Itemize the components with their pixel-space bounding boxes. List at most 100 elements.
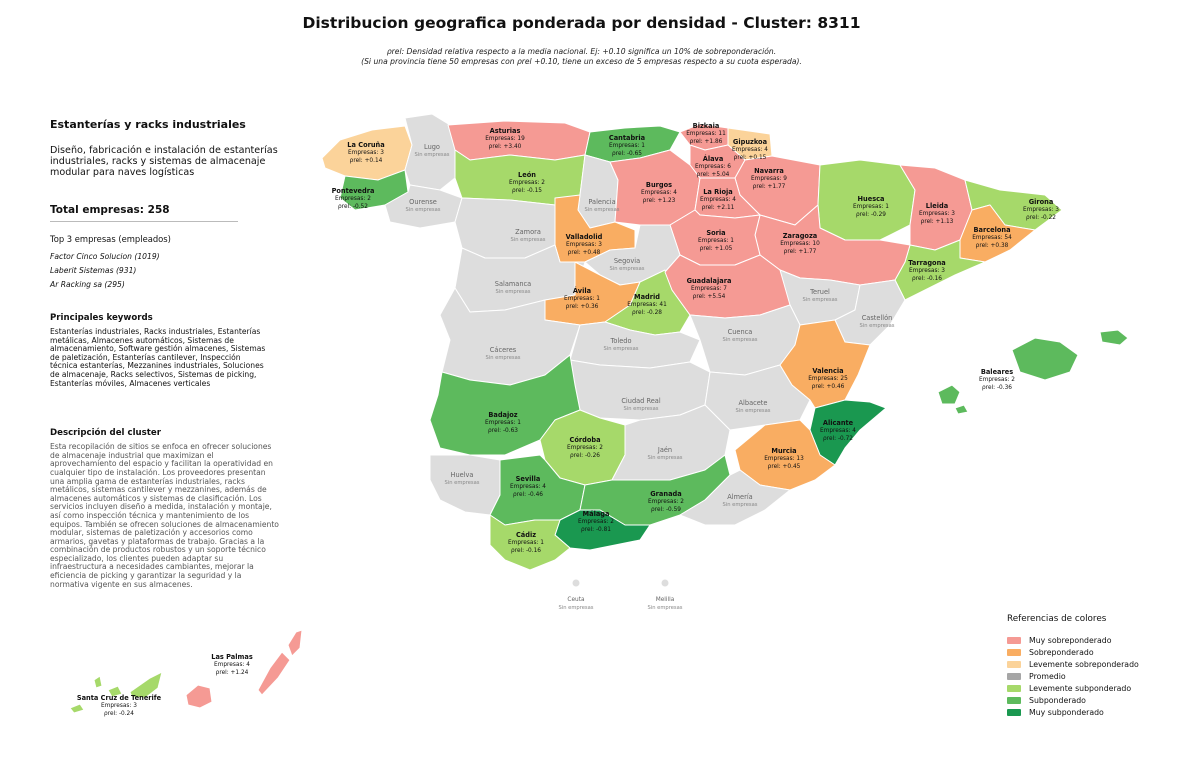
label-murcia[interactable]: Murcia Empresas: 13 ρrel: +0.45 — [764, 447, 804, 470]
label-sevilla[interactable]: Sevilla Empresas: 4 ρrel: -0.46 — [510, 475, 546, 498]
label-girona[interactable]: Girona Empresas: 3 ρrel: -0.22 — [1023, 198, 1059, 221]
label-segovia[interactable]: Segovia Sin empresas — [609, 257, 645, 272]
label-huelva[interactable]: Huelva Sin empresas — [444, 471, 480, 486]
label-lugo[interactable]: Lugo Sin empresas — [414, 143, 450, 158]
cluster-heading: Estanterías y racks industriales — [50, 118, 246, 131]
label-cordoba[interactable]: Córdoba Empresas: 2 ρrel: -0.26 — [567, 436, 603, 459]
label-alava[interactable]: Álava Empresas: 6 ρrel: +5.04 — [695, 155, 731, 178]
label-ourense[interactable]: Ourense Sin empresas — [405, 198, 441, 213]
legend-item-muy-sobre: Muy sobreponderado — [1007, 634, 1187, 646]
label-cantabria[interactable]: Cantabria Empresas: 1 ρrel: -0.65 — [608, 134, 646, 157]
top3-item-2: Laberit Sistemas (931) — [50, 266, 137, 275]
description-heading: Descripción del cluster — [50, 428, 161, 439]
label-asturias[interactable]: Asturias Empresas: 19 ρrel: +3.40 — [485, 127, 525, 150]
legend-swatch — [1007, 672, 1021, 680]
label-madrid[interactable]: Madrid Empresas: 41 ρrel: -0.28 — [627, 293, 667, 316]
label-burgos[interactable]: Burgos Empresas: 4 ρrel: +1.23 — [641, 181, 677, 204]
legend-item-sobre: Sobreponderado — [1007, 646, 1187, 658]
label-ceuta[interactable]: Ceuta Sin empresas — [558, 597, 594, 611]
label-cuenca[interactable]: Cuenca Sin empresas — [722, 328, 758, 343]
label-huesca[interactable]: Huesca Empresas: 1 ρrel: -0.29 — [853, 195, 889, 218]
info-sidebar: Estanterías y racks industriales Diseño,… — [50, 118, 290, 589]
label-melilla[interactable]: Melilla Sin empresas — [647, 597, 683, 611]
region-tenerife — [129, 671, 163, 699]
legend-item-lev-sobre: Levemente sobreponderado — [1007, 658, 1187, 670]
label-valladolid[interactable]: Valladolid Empresas: 3 ρrel: +0.48 — [565, 233, 603, 256]
label-lleida[interactable]: Lleida Empresas: 3 ρrel: +1.13 — [919, 202, 955, 225]
label-ciudad-real[interactable]: Ciudad Real Sin empresas — [621, 397, 661, 412]
label-guadalajara[interactable]: Guadalajara Empresas: 7 ρrel: +5.54 — [686, 277, 732, 300]
legend-item-lev-sub: Levemente subponderado — [1007, 682, 1187, 694]
legend-swatch — [1007, 660, 1021, 668]
label-albacete[interactable]: Albacete Sin empresas — [735, 399, 771, 414]
label-castellon[interactable]: Castellón Sin empresas — [859, 314, 895, 329]
legend-item-sub: Subponderado — [1007, 694, 1187, 706]
label-las-palmas[interactable]: Las Palmas Empresas: 4 ρrel: +1.24 — [211, 653, 253, 676]
subtitle-line-1: ρrel: Densidad relativa respecto a la me… — [386, 47, 777, 56]
label-santa-cruz-de-tenerife[interactable]: Santa Cruz de Tenerife Empresas: 3 ρrel: -… — [76, 694, 162, 717]
description-text: Esta recopilación de sitios se enfoca en… — [50, 442, 279, 589]
label-palencia[interactable]: Palencia Sin empresas — [584, 198, 620, 213]
region-cadiz — [489, 514, 571, 571]
region-lagomera — [107, 685, 123, 698]
label-navarra[interactable]: Navarra Empresas: 9 ρrel: +1.77 — [751, 167, 787, 190]
top3-heading: Top 3 empresas (empleados) — [50, 234, 171, 244]
label-teruel[interactable]: Teruel Sin empresas — [802, 288, 838, 303]
label-alicante[interactable]: Alicante Empresas: 4 ρrel: -0.72 — [820, 419, 856, 442]
region-melilla — [660, 578, 670, 588]
label-bizkaia[interactable]: Bizkaia Empresas: 11 ρrel: +1.86 — [686, 122, 726, 145]
region-las-palmas-fuerteventura — [257, 651, 291, 696]
legend-swatch — [1007, 696, 1021, 704]
legend-heading: Referencias de colores — [1007, 614, 1107, 624]
label-gipuzkoa[interactable]: Gipuzkoa Empresas: 4 ρrel: +0.15 — [732, 138, 768, 161]
region-las-palmas-lanzarote — [287, 629, 303, 657]
top3-item-1: Factor Cinco Solucion (1019) — [50, 252, 160, 261]
label-tarragona[interactable]: Tarragona Empresas: 3 ρrel: -0.16 — [908, 259, 946, 282]
top3-item-3: Ar Racking sa (295) — [50, 280, 125, 289]
region-almeria — [679, 469, 791, 526]
label-caceres[interactable]: Cáceres Sin empresas — [485, 346, 521, 361]
label-badajoz[interactable]: Badajoz Empresas: 1 ρrel: -0.63 — [485, 411, 521, 434]
label-zaragoza[interactable]: Zaragoza Empresas: 10 ρrel: +1.77 — [780, 232, 820, 255]
label-salamanca[interactable]: Salamanca Sin empresas — [494, 280, 532, 295]
label-cadiz[interactable]: Cádiz Empresas: 1 ρrel: -0.16 — [508, 531, 544, 554]
label-jaen[interactable]: Jaén Sin empresas — [647, 446, 683, 461]
keywords-text: Estanterías industriales, Racks industri… — [50, 327, 266, 388]
label-malaga[interactable]: Málaga Empresas: 2 ρrel: -0.81 — [578, 510, 614, 533]
label-la-coruna[interactable]: La Coruña Empresas: 3 ρrel: +0.14 — [347, 141, 385, 164]
keywords-heading: Principales keywords — [50, 313, 153, 323]
region-ceuta — [571, 578, 581, 588]
label-soria[interactable]: Soria Empresas: 1 ρrel: +1.05 — [698, 229, 734, 252]
label-almeria[interactable]: Almería Sin empresas — [722, 493, 758, 508]
color-legend: Referencias de colores Muy sobreponderad… — [1007, 614, 1187, 718]
label-leon[interactable]: León Empresas: 2 ρrel: -0.15 — [509, 171, 545, 194]
label-barcelona[interactable]: Barcelona Empresas: 54 ρrel: +0.38 — [972, 226, 1012, 249]
region-baleares-mallorca — [1011, 337, 1079, 381]
label-avila[interactable]: Ávila Empresas: 1 ρrel: +0.36 — [564, 287, 600, 310]
region-baleares-menorca — [1099, 329, 1129, 346]
region-hierro — [69, 703, 85, 714]
label-pontevedra[interactable]: Pontevedra Empresas: 2 ρrel: -0.52 — [331, 187, 375, 210]
cluster-short-description: Diseño, fabricación e instalación de est… — [50, 145, 278, 178]
region-baleares-ibiza — [937, 384, 961, 405]
label-zamora[interactable]: Zamora Sin empresas — [510, 228, 546, 243]
legend-item-muy-sub: Muy subponderado — [1007, 706, 1187, 718]
label-la-rioja[interactable]: La Rioja Empresas: 4 ρrel: +2.11 — [700, 188, 736, 211]
label-toledo[interactable]: Toledo Sin empresas — [603, 337, 639, 352]
divider — [50, 221, 238, 222]
region-murcia — [734, 419, 836, 491]
label-baleares[interactable]: Baleares Empresas: 2 ρrel: -0.36 — [979, 368, 1015, 391]
subtitle-line-2: (Si una provincia tiene 50 empresas con … — [361, 57, 802, 66]
legend-swatch — [1007, 684, 1021, 692]
region-las-palmas-grancanaria — [185, 684, 213, 709]
label-valencia[interactable]: Valencia Empresas: 25 ρrel: +0.46 — [808, 367, 848, 390]
legend-swatch — [1007, 708, 1021, 716]
legend-swatch — [1007, 648, 1021, 656]
region-lapalma — [93, 675, 103, 689]
region-baleares-formentera — [954, 404, 969, 415]
total-companies: Total empresas: 258 — [50, 204, 170, 216]
label-granada[interactable]: Granada Empresas: 2 ρrel: -0.59 — [648, 490, 684, 513]
map-title: Distribucion geografica ponderada por de… — [302, 14, 861, 32]
legend-item-promedio: Promedio — [1007, 670, 1187, 682]
